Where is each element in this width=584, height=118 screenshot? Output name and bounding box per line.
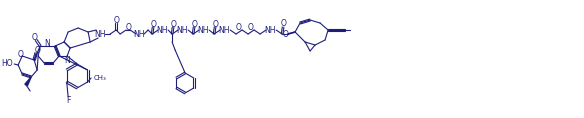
Text: CH₃: CH₃	[93, 75, 106, 81]
Text: O: O	[125, 23, 131, 32]
Text: O: O	[150, 19, 156, 29]
Text: NH: NH	[157, 25, 168, 34]
Text: O: O	[282, 30, 288, 38]
Text: NH: NH	[265, 25, 276, 34]
Text: HO: HO	[2, 59, 13, 68]
Text: O: O	[212, 19, 218, 29]
Polygon shape	[25, 77, 31, 86]
Text: N: N	[44, 38, 50, 48]
Text: NH: NH	[218, 25, 230, 34]
Text: O: O	[191, 19, 197, 29]
Text: NH: NH	[197, 25, 209, 34]
Text: NH: NH	[95, 30, 106, 38]
Text: O: O	[280, 19, 286, 27]
Text: O: O	[34, 46, 40, 55]
Text: N: N	[64, 57, 70, 65]
Text: F: F	[66, 97, 70, 105]
Text: O: O	[235, 23, 241, 32]
Text: O: O	[17, 50, 23, 59]
Text: O: O	[31, 32, 37, 42]
Text: O: O	[170, 19, 176, 29]
Text: O: O	[247, 23, 253, 32]
Text: O: O	[113, 15, 119, 25]
Text: NH: NH	[176, 25, 188, 34]
Text: NH: NH	[133, 30, 145, 38]
